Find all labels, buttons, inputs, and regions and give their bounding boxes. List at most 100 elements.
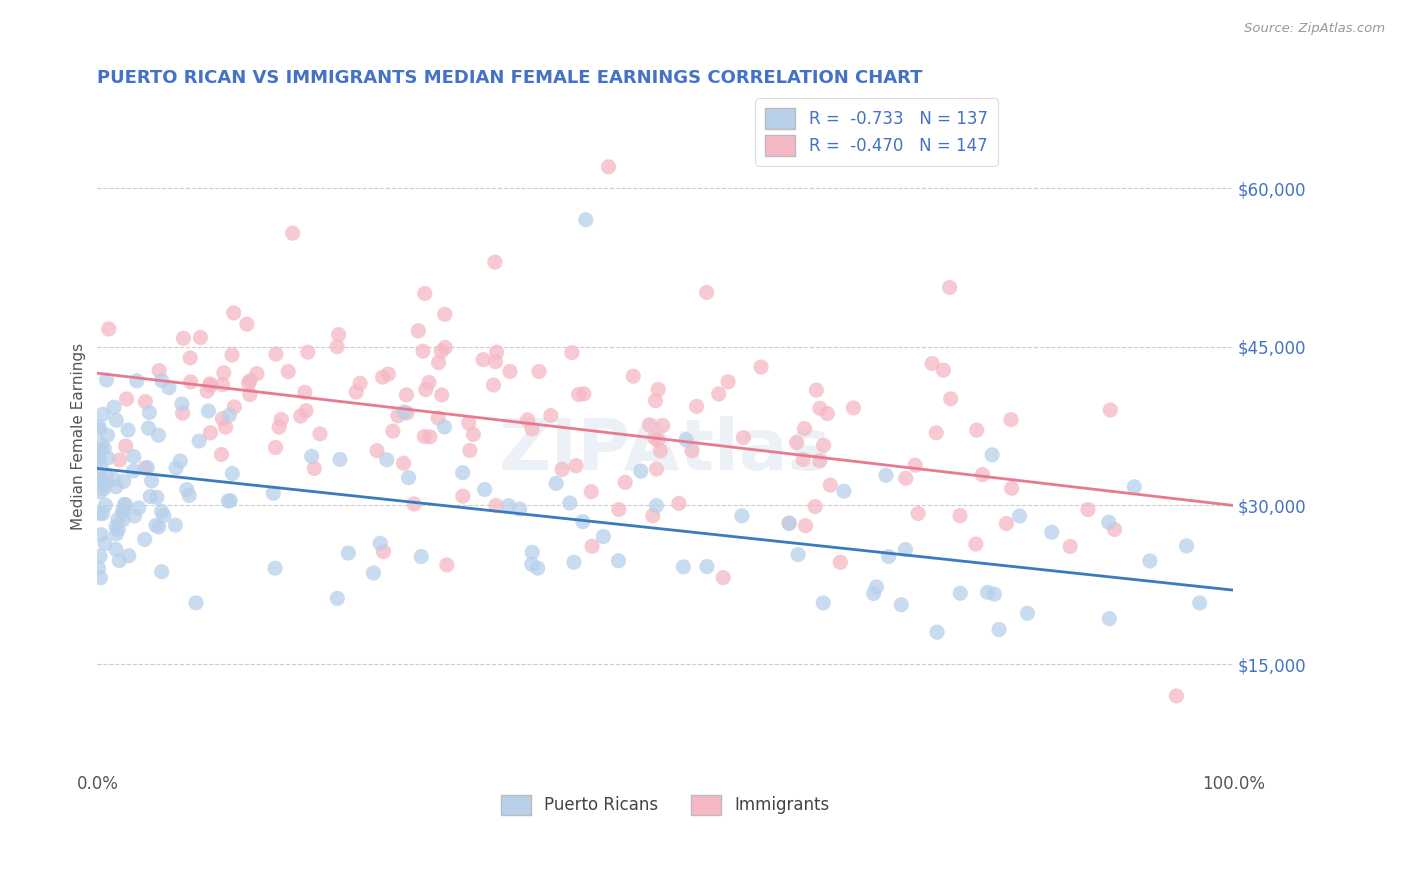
Point	[94, 536, 117, 550]
Point	[685, 400, 707, 414]
Point	[499, 364, 522, 378]
Point	[939, 392, 962, 406]
Point	[976, 585, 998, 599]
Point	[983, 587, 1005, 601]
Point	[965, 537, 987, 551]
Point	[614, 475, 637, 490]
Point	[696, 559, 718, 574]
Point	[114, 498, 136, 512]
Point	[104, 542, 127, 557]
Point	[458, 443, 481, 458]
Point	[818, 478, 841, 492]
Point	[1188, 596, 1211, 610]
Point	[651, 418, 673, 433]
Point	[270, 412, 292, 426]
Point	[413, 286, 436, 301]
Point	[865, 580, 887, 594]
Point	[184, 596, 207, 610]
Point	[136, 460, 159, 475]
Point	[1123, 480, 1146, 494]
Point	[392, 405, 415, 419]
Point	[188, 434, 211, 448]
Point	[949, 586, 972, 600]
Point	[217, 494, 239, 508]
Point	[778, 516, 800, 530]
Point	[157, 381, 180, 395]
Point	[118, 549, 141, 563]
Point	[264, 561, 287, 575]
Y-axis label: Median Female Earnings: Median Female Earnings	[72, 343, 86, 530]
Point	[145, 518, 167, 533]
Point	[815, 407, 838, 421]
Point	[581, 539, 603, 553]
Point	[117, 423, 139, 437]
Point	[1077, 502, 1099, 516]
Point	[173, 331, 195, 345]
Point	[921, 357, 943, 371]
Point	[894, 542, 917, 557]
Point	[598, 160, 620, 174]
Point	[804, 500, 827, 514]
Point	[672, 560, 695, 574]
Point	[90, 527, 112, 541]
Point	[89, 507, 111, 521]
Point	[169, 454, 191, 468]
Point	[89, 549, 111, 564]
Point	[592, 530, 614, 544]
Point	[707, 387, 730, 401]
Point	[484, 354, 506, 368]
Point	[96, 428, 118, 442]
Point	[267, 420, 290, 434]
Point	[94, 476, 117, 491]
Point	[1059, 540, 1081, 554]
Point	[904, 458, 927, 472]
Point	[146, 491, 169, 505]
Point	[172, 406, 194, 420]
Point	[148, 363, 170, 377]
Point	[932, 363, 955, 377]
Point	[277, 365, 299, 379]
Point	[938, 280, 960, 294]
Point	[572, 515, 595, 529]
Point	[96, 373, 118, 387]
Point	[638, 417, 661, 432]
Point	[108, 553, 131, 567]
Point	[565, 458, 588, 473]
Point	[368, 536, 391, 550]
Point	[907, 507, 929, 521]
Point	[412, 344, 434, 359]
Point	[472, 352, 495, 367]
Point	[675, 433, 697, 447]
Point	[1099, 403, 1122, 417]
Point	[485, 499, 508, 513]
Point	[170, 397, 193, 411]
Point	[551, 462, 574, 476]
Point	[221, 348, 243, 362]
Point	[304, 461, 326, 475]
Point	[211, 411, 233, 425]
Point	[134, 461, 156, 475]
Point	[112, 475, 135, 489]
Point	[436, 558, 458, 572]
Point	[197, 404, 219, 418]
Point	[418, 376, 440, 390]
Point	[87, 419, 110, 434]
Point	[295, 403, 318, 417]
Point	[94, 468, 117, 483]
Point	[645, 499, 668, 513]
Point	[966, 423, 988, 437]
Point	[326, 591, 349, 606]
Point	[125, 374, 148, 388]
Point	[645, 462, 668, 476]
Point	[221, 467, 243, 481]
Point	[329, 452, 352, 467]
Point	[830, 555, 852, 569]
Point	[294, 385, 316, 400]
Point	[93, 442, 115, 456]
Point	[153, 508, 176, 523]
Point	[371, 370, 394, 384]
Text: Source: ZipAtlas.com: Source: ZipAtlas.com	[1244, 22, 1385, 36]
Point	[786, 435, 808, 450]
Point	[264, 347, 287, 361]
Point	[778, 516, 800, 531]
